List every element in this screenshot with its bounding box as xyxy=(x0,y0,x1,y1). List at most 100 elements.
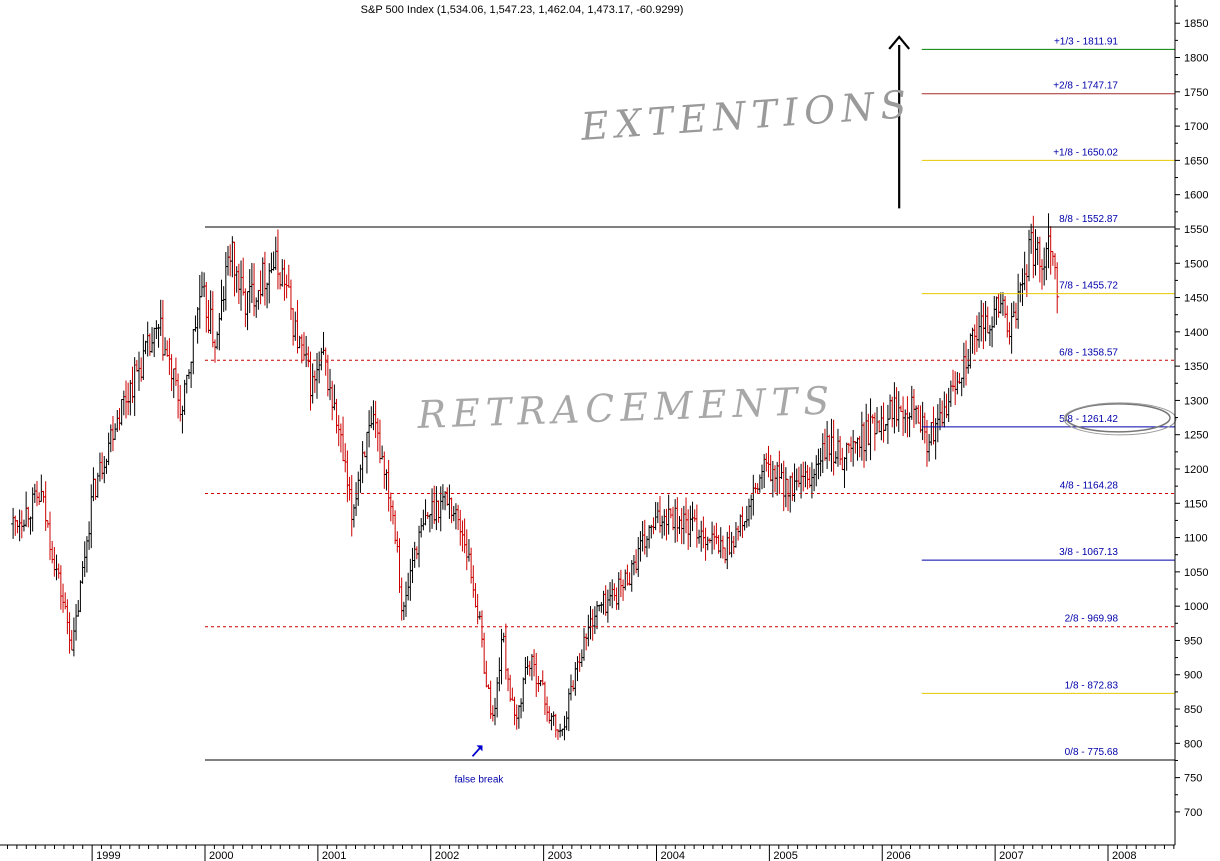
level-label: 6/8 - 1358.57 xyxy=(1059,347,1118,358)
ohlc-bar xyxy=(134,359,139,372)
ohlc-bar xyxy=(547,706,552,724)
ohlc-bar xyxy=(579,649,584,667)
ohlc-bar xyxy=(864,403,869,462)
price-tick-label: 1600 xyxy=(1184,190,1208,202)
ohlc-bar xyxy=(377,419,382,464)
ohlc-bar xyxy=(226,245,231,276)
ohlc-bar xyxy=(985,306,990,334)
ohlc-bar xyxy=(573,661,578,696)
ohlc-bar xyxy=(91,467,96,502)
ohlc-bar xyxy=(942,391,947,428)
ohlc-bar xyxy=(239,260,244,311)
ohlc-bar xyxy=(877,420,882,433)
ohlc-bar xyxy=(267,263,272,304)
ohlc-bar xyxy=(675,497,680,542)
ohlc-bar xyxy=(1042,247,1047,286)
ohlc-bar xyxy=(1046,213,1051,269)
ohlc-bar xyxy=(295,300,300,354)
ohlc-bar xyxy=(575,656,580,682)
price-tick-label: 700 xyxy=(1184,807,1202,819)
ohlc-bar xyxy=(132,357,137,417)
ohlc-bar xyxy=(983,300,988,342)
ohlc-bar xyxy=(456,504,461,531)
ohlc-bar xyxy=(835,428,840,467)
ohlc-bar xyxy=(666,494,671,535)
ohlc-bar xyxy=(690,501,695,532)
ohlc-bar xyxy=(720,535,725,559)
ohlc-bar xyxy=(256,289,261,310)
ohlc-bar xyxy=(979,300,984,342)
ohlc-bar xyxy=(102,455,107,484)
ohlc-bar xyxy=(768,454,773,482)
ohlc-bar xyxy=(1044,242,1049,281)
ohlc-bar xyxy=(39,474,44,502)
year-tick-label: 2003 xyxy=(548,850,572,861)
ohlc-bar xyxy=(964,340,969,386)
ohlc-bar xyxy=(794,468,799,491)
level-label: 0/8 - 775.68 xyxy=(1065,747,1119,758)
ohlc-bar xyxy=(508,674,513,702)
ohlc-bar xyxy=(651,517,656,535)
ohlc-bar xyxy=(805,464,810,490)
ohlc-bar xyxy=(390,500,395,525)
ohlc-bar xyxy=(629,560,634,592)
ohlc-bar xyxy=(673,499,678,543)
ohlc-bar xyxy=(61,583,66,613)
ohlc-bar xyxy=(347,476,352,501)
ohlc-bar xyxy=(998,292,1003,314)
ohlc-bar xyxy=(868,398,873,461)
ohlc-bar xyxy=(829,418,834,472)
ohlc-bar xyxy=(310,363,315,404)
ohlc-bar xyxy=(777,450,782,495)
ohlc-bar xyxy=(479,610,484,648)
ohlc-bar xyxy=(625,564,630,586)
ohlc-bar xyxy=(844,442,849,471)
ohlc-bar xyxy=(445,487,450,506)
ohlc-bar xyxy=(1033,229,1038,276)
ohlc-bar xyxy=(1029,223,1034,254)
ohlc-bar xyxy=(375,418,380,452)
ohlc-bar xyxy=(510,687,515,701)
level-label: +1/8 - 1650.02 xyxy=(1053,147,1118,158)
ohlc-bar xyxy=(1007,322,1012,345)
ohlc-bar xyxy=(425,512,430,519)
ohlc-bar xyxy=(731,535,736,554)
ohlc-bar xyxy=(191,329,196,375)
year-tick-label: 2008 xyxy=(1112,850,1136,861)
ohlc-bar xyxy=(232,241,237,297)
ohlc-bar xyxy=(282,259,287,301)
false-break-arrow-head xyxy=(476,745,483,752)
level-label: 8/8 - 1552.87 xyxy=(1059,214,1118,225)
ohlc-bar xyxy=(534,652,539,697)
ohlc-bar xyxy=(165,340,170,357)
price-tick-label: 1800 xyxy=(1184,53,1208,65)
price-tick-label: 1250 xyxy=(1184,430,1208,442)
ohlc-bar xyxy=(519,698,524,719)
price-tick-label: 1300 xyxy=(1184,395,1208,407)
ohlc-bar xyxy=(223,251,228,311)
ohlc-bar xyxy=(503,623,508,680)
ohlc-bar xyxy=(84,536,89,573)
ohlc-bar xyxy=(169,354,174,392)
ohlc-bar xyxy=(929,422,934,446)
ohlc-bar xyxy=(87,521,92,550)
ohlc-bar xyxy=(694,504,699,548)
ohlc-bar xyxy=(482,632,487,674)
ohlc-bar xyxy=(662,509,667,536)
ohlc-bar xyxy=(736,525,741,541)
ohlc-bar xyxy=(252,263,257,317)
ohlc-bar xyxy=(304,335,309,368)
ohlc-bar xyxy=(920,401,925,441)
ohlc-bar xyxy=(759,464,764,490)
ohlc-bar xyxy=(163,337,168,356)
ohlc-bar xyxy=(234,266,239,293)
ohlc-bar xyxy=(688,505,693,548)
ohlc-bar xyxy=(434,486,439,531)
ohlc-bar xyxy=(430,488,435,529)
ohlc-bar xyxy=(838,436,843,466)
ohlc-bar xyxy=(896,391,901,433)
ohlc-bar xyxy=(909,385,914,420)
ohlc-bar xyxy=(773,465,778,493)
ohlc-bar xyxy=(560,728,565,737)
ohlc-bar xyxy=(803,461,808,488)
